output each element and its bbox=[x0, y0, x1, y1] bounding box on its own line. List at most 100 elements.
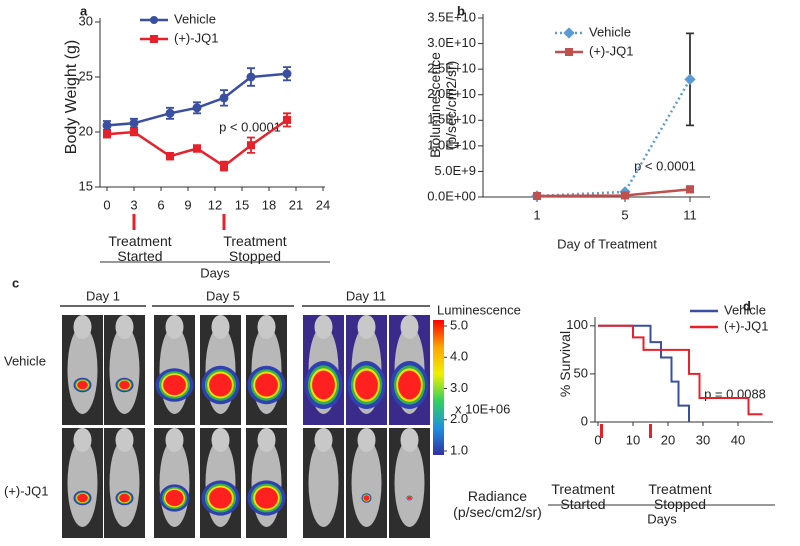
signal bbox=[209, 487, 232, 509]
x-tick-label: 6 bbox=[157, 197, 164, 212]
colorbar-tick-label: 1.0 bbox=[450, 442, 468, 457]
x-tick-label: 0 bbox=[103, 197, 110, 212]
legend-label: Vehicle bbox=[724, 302, 766, 317]
series-line bbox=[106, 72, 288, 127]
colorbar-unit: x 10E+06 bbox=[455, 401, 510, 416]
x-tick-label: 0 bbox=[594, 432, 601, 447]
signal bbox=[77, 380, 88, 390]
mouse-head bbox=[314, 428, 333, 452]
x-axis-label: Days bbox=[647, 511, 677, 526]
panel-label: d bbox=[743, 298, 751, 313]
signal bbox=[255, 373, 278, 397]
x-tick-label: 3 bbox=[130, 197, 137, 212]
signal bbox=[312, 370, 335, 400]
x-axis-label: Days bbox=[200, 265, 230, 280]
y-tick-label: 20 bbox=[79, 123, 93, 138]
point bbox=[193, 144, 201, 153]
point bbox=[166, 152, 174, 161]
x-tick-label: 10 bbox=[626, 432, 640, 447]
point bbox=[102, 120, 112, 130]
y-axis-label: Bioluminescence (p/sec/cm2/sr) bbox=[427, 52, 459, 158]
mouse-head bbox=[115, 428, 134, 452]
y-tick-label: 0 bbox=[581, 413, 588, 428]
mouse-body bbox=[109, 439, 140, 527]
point bbox=[246, 72, 256, 82]
x-tick-label: 9 bbox=[184, 197, 191, 212]
mouse-head bbox=[357, 315, 376, 339]
point bbox=[130, 128, 138, 136]
mouse-head bbox=[73, 428, 92, 452]
mouse-head bbox=[314, 315, 333, 339]
y-tick-label: 1.5E+10 bbox=[427, 112, 476, 127]
day-label: Day 5 bbox=[206, 288, 240, 303]
colorbar-tick-label: 4.0 bbox=[450, 349, 468, 364]
mouse-body bbox=[394, 439, 425, 527]
annotation: p < 0.0001 bbox=[634, 158, 696, 173]
treatment-label: Treatment Started bbox=[551, 481, 615, 512]
x-tick-label: 18 bbox=[262, 197, 276, 212]
legend-label: (+)-JQ1 bbox=[724, 318, 768, 333]
legend-label: Vehicle bbox=[174, 11, 216, 26]
annotation: p < 0.0001 bbox=[219, 119, 281, 134]
y-tick-label: 3.0E+10 bbox=[427, 35, 476, 50]
mouse-head bbox=[257, 315, 276, 339]
colorbar-tick-label: 5.0 bbox=[450, 317, 468, 332]
y-tick-label: 2.5E+10 bbox=[427, 61, 476, 76]
treatment-label: Treatment Stopped bbox=[223, 233, 287, 264]
mouse-body bbox=[308, 439, 339, 527]
colorbar-tick-label: 2.0 bbox=[450, 411, 468, 426]
signal bbox=[363, 495, 370, 501]
signal bbox=[165, 489, 184, 507]
x-tick-label: 11 bbox=[683, 207, 697, 222]
x-tick-label: 40 bbox=[731, 432, 745, 447]
signal bbox=[163, 374, 186, 396]
x-tick-label: 20 bbox=[661, 432, 675, 447]
mouse-head bbox=[165, 315, 184, 339]
legend-marker bbox=[565, 48, 573, 56]
point bbox=[219, 93, 229, 103]
signal bbox=[355, 370, 378, 400]
point bbox=[192, 103, 202, 113]
mouse-head bbox=[357, 428, 376, 452]
x-tick-label: 1 bbox=[533, 207, 540, 222]
treatment-label: Treatment Started bbox=[108, 233, 172, 264]
point bbox=[129, 118, 139, 128]
legend-marker bbox=[150, 35, 158, 43]
panel-label: a bbox=[80, 3, 88, 18]
colorbar-tick-label: 3.0 bbox=[450, 380, 468, 395]
y-tick-label: 50 bbox=[574, 365, 588, 380]
point bbox=[621, 191, 629, 200]
radiance-label: Radiance (p/sec/cm2/sr) bbox=[453, 488, 542, 520]
point bbox=[533, 191, 541, 200]
y-axis-label: % Survival bbox=[557, 330, 573, 398]
colorbar bbox=[433, 320, 444, 455]
y-tick-label: 1.0E+10 bbox=[427, 137, 476, 152]
x-tick-label: 12 bbox=[208, 197, 222, 212]
legend-label: (+)-JQ1 bbox=[174, 30, 218, 45]
treatment-label: Treatment Stopped bbox=[648, 481, 712, 512]
y-tick-label: 3.5E+10 bbox=[427, 9, 476, 24]
y-tick-label: 0.0E+00 bbox=[427, 188, 476, 203]
mouse-body bbox=[351, 439, 382, 527]
colorbar-title: Luminescence bbox=[437, 302, 521, 317]
x-tick-label: 21 bbox=[289, 197, 303, 212]
mouse-head bbox=[257, 428, 276, 452]
y-tick-label: 2.0E+10 bbox=[427, 86, 476, 101]
mouse-head bbox=[400, 428, 419, 452]
signal bbox=[209, 373, 232, 397]
x-axis-label: Day of Treatment bbox=[557, 236, 657, 251]
point bbox=[282, 69, 292, 79]
signal bbox=[407, 496, 412, 500]
point bbox=[220, 162, 228, 171]
mouse-body bbox=[109, 326, 140, 414]
x-tick-label: 5 bbox=[621, 207, 628, 222]
point bbox=[686, 185, 694, 194]
mouse-body bbox=[67, 326, 98, 414]
mouse-head bbox=[115, 315, 134, 339]
day-label: Day 1 bbox=[86, 288, 120, 303]
signal bbox=[255, 487, 278, 509]
row-label: (+)-JQ1 bbox=[4, 483, 48, 498]
signal bbox=[119, 380, 130, 390]
point bbox=[247, 141, 255, 150]
